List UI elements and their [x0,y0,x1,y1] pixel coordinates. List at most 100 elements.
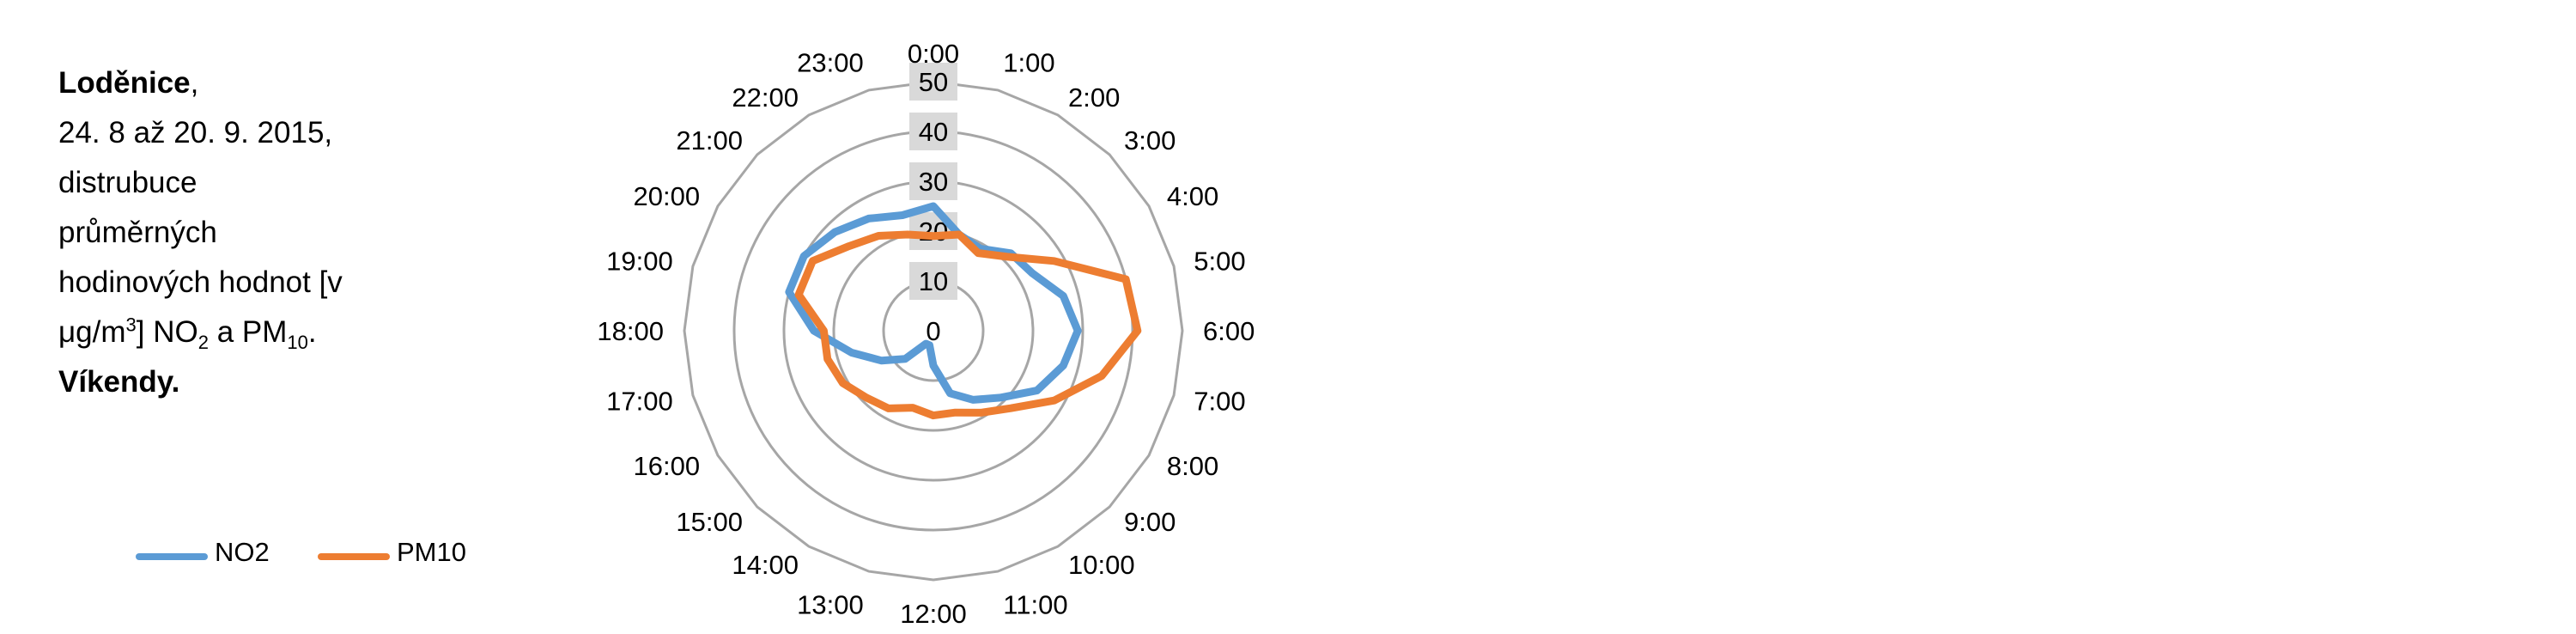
caption-weekend: Víkendy. [58,365,180,399]
radar-point-no2-20 [802,254,805,258]
radar-point-no2-19 [787,290,791,294]
radar-point-pm10-10 [979,411,982,414]
caption-no2-sub: 2 [197,332,209,353]
radar-point-no2-17 [850,351,854,354]
radar-category-label-15:00: 15:00 [676,507,743,537]
radar-category-label-20:00: 20:00 [634,181,701,211]
radar-point-pm10-8 [1053,399,1056,402]
radar-point-no2-6 [1076,329,1079,332]
radar-category-label-14:00: 14:00 [732,550,799,580]
radar-point-pm10-9 [1009,406,1012,410]
radar-point-no2-12 [932,364,935,368]
legend-swatch-pm10 [318,553,390,560]
radar-category-label-7:00: 7:00 [1194,386,1245,416]
radar-point-no2-4 [1031,271,1034,275]
radar-point-pm10-4 [1053,259,1056,263]
radar-point-pm10-13 [911,406,914,410]
radar-category-label-19:00: 19:00 [606,247,673,277]
radar-point-pm10-20 [811,259,814,263]
radar-tick-bg-30 [909,162,957,200]
radar-point-pm10-19 [797,293,800,296]
radar-point-no2-11 [949,392,951,395]
radar-category-label-17:00: 17:00 [606,386,673,416]
radar-point-pm10-18 [822,329,825,332]
radar-category-label-0:00: 0:00 [908,39,959,69]
radar-outer-gridline [683,80,1184,582]
caption-pm-sub: 10 [287,332,308,353]
radar-series-line-pm10 [794,230,1142,420]
caption-unit-b: ] NO [136,315,198,349]
caption-dates: 24. 8 až 20. 9. 2015, [58,116,333,149]
radar-category-label-22:00: 22:00 [732,82,799,113]
radar-category-label-11:00: 11:00 [1003,589,1067,619]
radar-point-pm10-22 [877,235,880,237]
radar-category-label-1:00: 1:00 [1003,48,1054,78]
radar-tick-label-30: 30 [919,167,948,197]
legend-label-pm10: PM10 [397,537,466,567]
radar-point-no2-9 [999,396,1002,399]
radar-category-label-8:00: 8:00 [1167,451,1218,481]
caption-line-c: hodinových hodnot [v [58,265,343,299]
radar-point-pm10-23 [906,233,909,236]
legend-swatch-no2 [136,553,208,560]
caption-comma: , [190,66,199,100]
radar-point-pm10-17 [826,357,829,361]
radar-point-pm10-21 [848,245,851,248]
radar-point-pm10-16 [841,381,844,385]
radar-category-label-21:00: 21:00 [676,125,743,155]
radar-point-no2-8 [1036,389,1039,393]
radar-category-label-5:00: 5:00 [1194,247,1245,277]
radar-category-label-4:00: 4:00 [1167,181,1218,211]
radar-point-no2-22 [867,216,871,220]
radar-point-no2-10 [971,398,975,401]
radar-point-no2-14 [924,342,927,345]
radar-category-label-18:00: 18:00 [597,316,664,346]
radar-point-pm10-5 [1124,277,1127,281]
radar-point-no2-15 [903,357,907,361]
radar-point-pm10-0 [932,235,935,238]
radar-point-pm10-6 [1136,329,1139,332]
caption-unit: μg/m [58,315,126,349]
caption-line-b: průměrných [58,216,217,249]
radar-category-label-16:00: 16:00 [634,451,701,481]
radar-category-label-3:00: 3:00 [1124,125,1176,155]
radar-point-no2-7 [1061,364,1065,367]
radar-point-pm10-11 [954,411,957,414]
radar-category-label-13:00: 13:00 [797,589,864,619]
legend-label-no2: NO2 [215,537,270,567]
radar-point-no2-0 [932,204,935,208]
radar-point-no2-13 [928,344,931,347]
radar-tick-bg-50 [909,63,957,101]
radar-point-no2-18 [812,329,816,332]
radar-tick-bg-40 [909,113,957,150]
radar-category-label-12:00: 12:00 [900,599,967,629]
radar-category-label-6:00: 6:00 [1203,316,1255,346]
caption-and-pm: a PM [208,315,288,349]
radar-point-pm10-12 [932,414,935,418]
radar-tick-label-50: 50 [919,67,948,97]
radar-tick-label-0: 0 [926,316,940,346]
radar-tick-label-10: 10 [919,266,948,296]
radar-category-label-9:00: 9:00 [1124,507,1176,537]
radar-tick-label-40: 40 [919,117,948,147]
radar-category-label-10:00: 10:00 [1068,550,1135,580]
caption-period: . [307,315,317,349]
radar-category-label-23:00: 23:00 [797,48,864,78]
caption-line-a: distrubuce [58,166,197,199]
radar-point-pm10-7 [1100,375,1103,377]
radar-point-pm10-2 [976,252,980,255]
radar-tick-bg-10 [909,262,957,300]
radar-point-pm10-15 [865,396,868,399]
radar-point-pm10-1 [957,233,961,236]
radar-point-no2-21 [833,230,836,234]
chart-caption: Loděnice, 24. 8 až 20. 9. 2015, distrubu… [58,58,419,407]
radar-point-pm10-14 [887,406,890,410]
radar-point-pm10-3 [1005,255,1009,259]
caption-unit-sup: 3 [125,314,137,336]
radar-point-no2-23 [901,214,904,216]
radar-point-no2-16 [880,359,884,363]
radar-point-no2-5 [1061,295,1065,297]
radar-category-label-2:00: 2:00 [1068,82,1120,113]
caption-place: Loděnice [58,66,191,100]
